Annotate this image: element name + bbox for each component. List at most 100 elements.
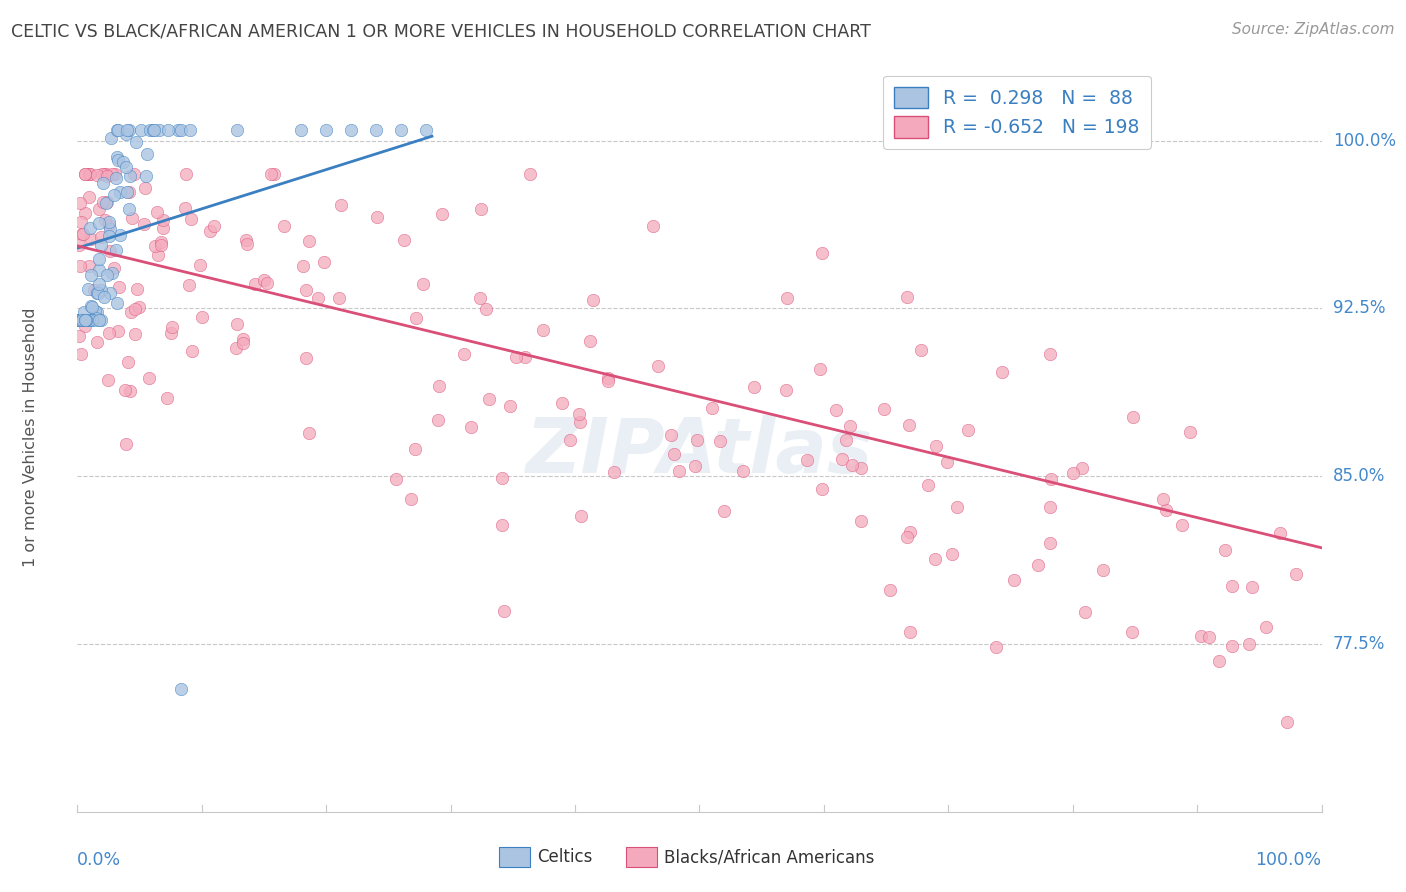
Point [177,278,200,293]
Point [315,122,337,136]
Point [491,518,513,533]
Point [80,268,103,283]
Point [492,604,515,618]
Point [568,407,591,421]
Point [898,418,921,433]
Point [72,312,94,326]
Point [1070,461,1092,475]
Point [108,185,131,199]
Point [75,319,97,334]
Point [330,197,353,211]
Point [709,434,731,448]
Point [935,455,957,469]
Point [256,277,278,291]
Point [825,403,848,417]
Point [226,317,249,331]
Point [1039,500,1062,514]
Point [96,194,118,209]
Point [1040,472,1063,486]
Point [94,167,117,181]
Point [105,296,128,310]
Point [79,167,101,181]
Point [243,277,266,291]
Point [79,221,101,235]
Point [67,328,90,343]
Point [152,220,174,235]
Point [170,122,193,136]
Point [90,238,112,252]
Point [498,399,520,413]
Point [79,167,101,181]
Point [399,492,422,507]
Point [170,681,193,696]
Point [1002,573,1025,587]
Point [73,167,96,181]
Point [143,122,166,136]
Point [145,205,167,219]
Point [290,122,312,136]
Point [340,122,363,136]
Point [117,185,139,199]
Point [202,219,225,234]
Point [67,312,90,326]
Point [389,122,412,136]
Point [742,380,765,394]
Point [253,273,276,287]
Point [107,153,129,168]
Point [104,171,127,186]
Point [87,312,110,326]
Point [86,334,108,349]
Point [67,312,90,326]
Point [643,219,665,233]
Text: 85.0%: 85.0% [1333,467,1385,485]
Point [531,322,554,336]
Point [232,336,254,351]
Text: 77.5%: 77.5% [1333,635,1385,653]
Point [75,312,97,326]
Point [117,122,139,136]
Point [295,351,318,365]
Point [98,286,121,301]
Point [173,201,195,215]
Point [1220,639,1243,653]
Point [150,237,173,252]
Point [67,312,90,326]
Point [97,373,120,387]
Point [1285,566,1308,581]
Point [72,312,94,326]
Point [148,122,170,136]
Point [1237,636,1260,650]
Point [93,167,115,181]
Point [831,451,853,466]
Point [1121,625,1143,640]
Legend: R =  0.298   N =  88, R = -0.652   N = 198: R = 0.298 N = 88, R = -0.652 N = 198 [883,76,1150,149]
Point [685,433,707,447]
Point [73,312,96,326]
Point [103,260,125,275]
Point [72,312,94,326]
Text: Celtics: Celtics [537,848,592,866]
Point [776,291,799,305]
Point [924,439,946,453]
Text: CELTIC VS BLACK/AFRICAN AMERICAN 1 OR MORE VEHICLES IN HOUSEHOLD CORRELATION CHA: CELTIC VS BLACK/AFRICAN AMERICAN 1 OR MO… [11,22,872,40]
Point [150,235,173,249]
Point [105,150,128,164]
Point [181,343,204,358]
Point [291,260,314,274]
Point [505,350,527,364]
Point [713,504,735,518]
Point [569,508,592,523]
Point [83,283,105,297]
Point [569,415,592,429]
Point [986,640,1008,654]
Point [235,236,257,251]
Point [143,239,166,253]
Point [124,302,146,317]
Point [98,244,121,259]
Point [93,290,115,304]
Text: 92.5%: 92.5% [1333,300,1385,318]
Point [86,285,108,300]
Point [910,343,932,357]
Point [312,254,335,268]
Point [1208,653,1230,667]
